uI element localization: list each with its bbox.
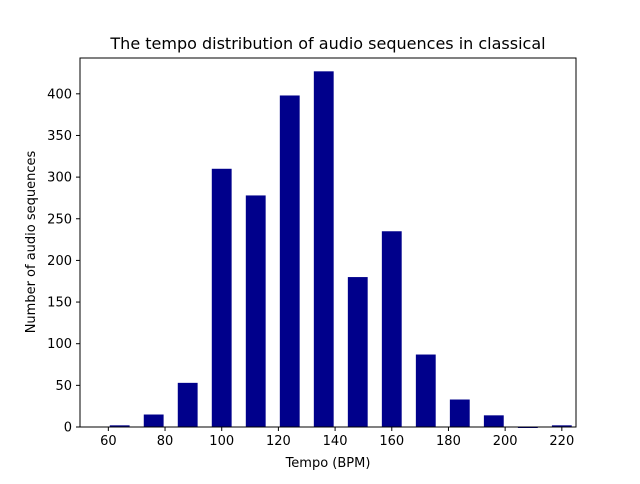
x-tick-label: 140: [323, 434, 348, 449]
bar: [347, 277, 368, 427]
y-tick-label: 50: [55, 379, 72, 394]
x-tick-label: 60: [100, 434, 117, 449]
x-tick-label: 120: [266, 434, 291, 449]
x-tick-label: 160: [379, 434, 404, 449]
y-tick-label: 300: [47, 171, 72, 186]
x-tick-label: 220: [549, 434, 574, 449]
bar: [177, 382, 198, 427]
x-tick-label: 200: [493, 434, 518, 449]
bar: [211, 168, 232, 427]
y-tick-label: 100: [47, 337, 72, 352]
bar: [551, 425, 572, 427]
bar: [245, 195, 266, 427]
y-axis-label: Number of audio sequences: [24, 150, 39, 333]
bars-group: [109, 71, 572, 428]
bar: [143, 414, 164, 427]
chart-title: The tempo distribution of audio sequence…: [109, 34, 545, 53]
bar: [109, 425, 130, 427]
x-axis-label: Tempo (BPM): [285, 456, 371, 471]
y-axis: 0 50 100 150 200 250 300 350 400: [47, 87, 80, 436]
bar: [415, 354, 436, 427]
bar: [381, 231, 402, 427]
y-tick-label: 150: [47, 296, 72, 311]
x-tick-label: 180: [436, 434, 461, 449]
plot-frame: [79, 57, 577, 428]
y-tick-label: 0: [64, 421, 72, 436]
y-tick-label: 250: [47, 212, 72, 227]
bar: [279, 95, 300, 427]
y-tick-label: 200: [47, 254, 72, 269]
bar: [313, 71, 334, 427]
x-tick-label: 80: [157, 434, 174, 449]
y-tick-label: 350: [47, 129, 72, 144]
x-axis: 60 80 100 120 140 160 180 200 220: [100, 427, 574, 449]
x-tick-label: 100: [209, 434, 234, 449]
bar: [449, 399, 470, 427]
bar: [483, 415, 504, 427]
y-tick-label: 400: [47, 87, 72, 102]
